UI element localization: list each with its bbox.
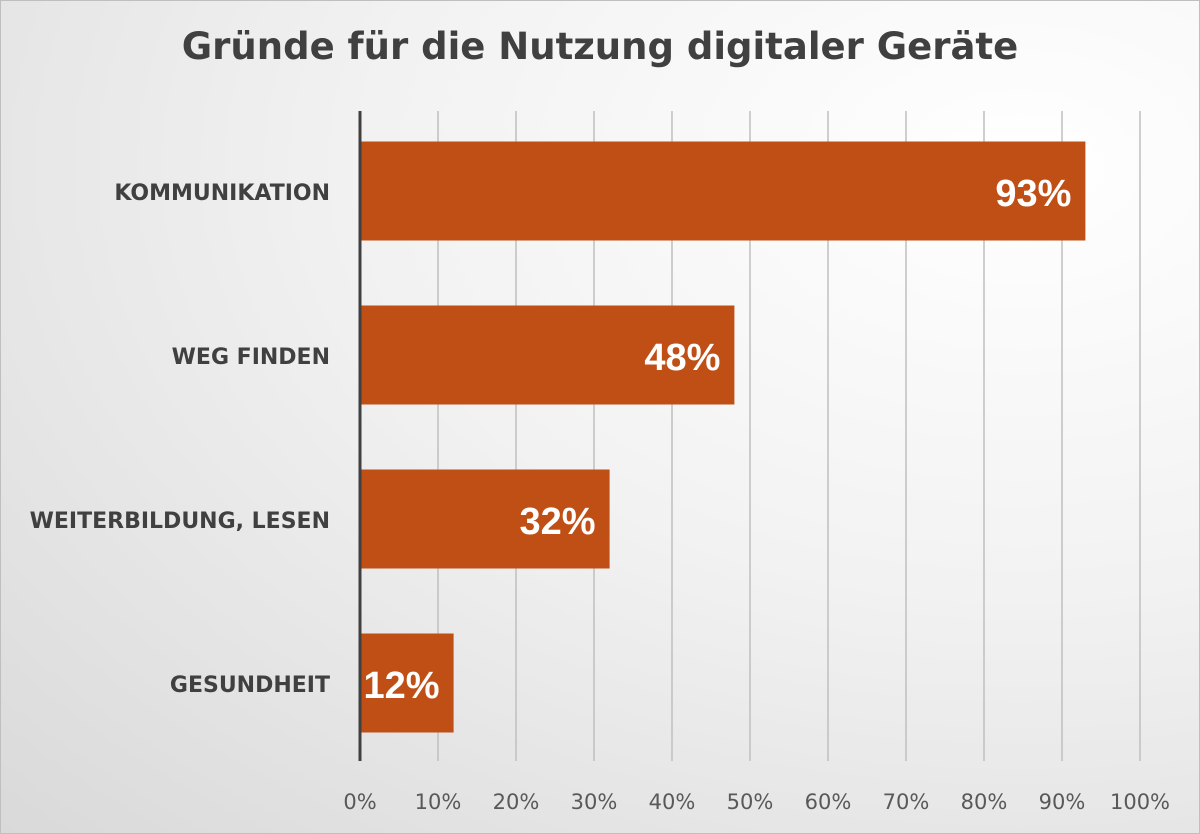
category-label: KOMMUNIKATION [114,181,330,206]
bar-weg-finden [360,305,735,405]
x-tick-label: 100% [1110,790,1170,814]
x-tick-label: 70% [883,790,930,814]
chart-title: Gründe für die Nutzung digitaler Geräte [181,25,1019,68]
x-tick-label: 30% [571,790,618,814]
x-tick-label: 20% [493,790,540,814]
x-tick-label: 40% [649,790,696,814]
x-tick-label: 50% [727,790,774,814]
category-label: WEITERBILDUNG, LESEN [30,509,330,534]
data-label: 12% [364,665,440,707]
x-tick-label: 80% [961,790,1008,814]
data-label: 32% [520,501,596,543]
bar-gesundheit [360,633,454,733]
category-label: GESUNDHEIT [170,673,330,698]
x-tick-label: 90% [1039,790,1086,814]
bar-kommunikation [360,141,1086,241]
x-tick-label: 60% [805,790,852,814]
category-label: WEG FINDEN [172,345,330,370]
data-label: 93% [995,173,1071,215]
data-label: 48% [644,337,720,379]
x-tick-label: 0% [343,790,376,814]
bar-weiterbildung-lesen [360,469,610,569]
x-tick-label: 10% [415,790,462,814]
